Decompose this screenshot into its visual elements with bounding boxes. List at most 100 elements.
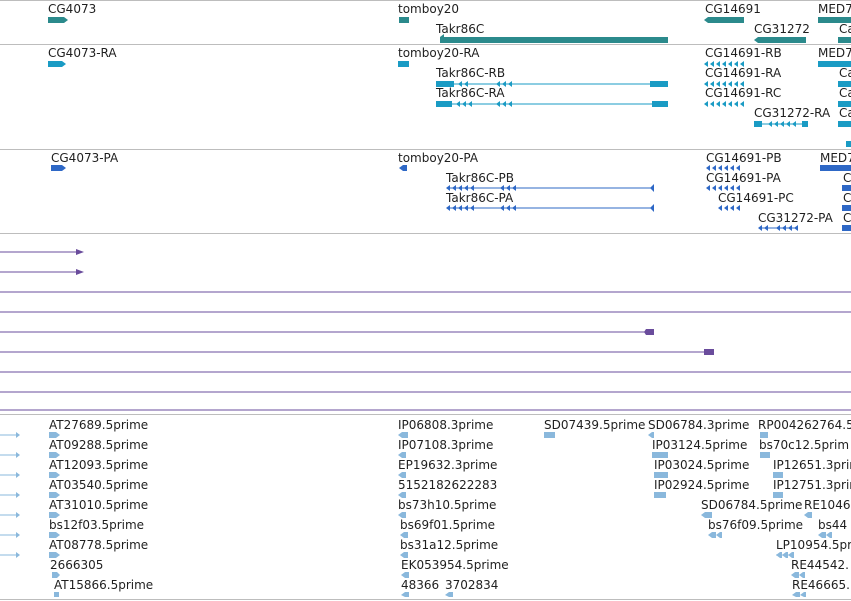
gene-glyph — [64, 17, 68, 23]
est-label[interactable]: IP12651.3prim — [773, 458, 851, 472]
est-label[interactable]: 3702834 — [445, 578, 499, 592]
transcript-label[interactable]: CG31272-RA — [754, 106, 831, 120]
est-label[interactable]: RE44542. — [791, 558, 849, 572]
protein-label[interactable]: tomboy20-PA — [398, 151, 479, 165]
protein-glyph — [446, 165, 851, 231]
protein-label[interactable]: Takr86C-PA — [446, 191, 514, 205]
transcript-glyph — [650, 81, 668, 87]
est-label[interactable]: 48366 — [401, 578, 440, 592]
est-label[interactable]: 5152182622283 — [398, 478, 498, 492]
track-separator-top — [0, 0, 851, 1]
transcript-label[interactable]: Ca — [839, 106, 851, 120]
gene-label[interactable]: CG4073 — [48, 2, 97, 16]
transcript-label[interactable]: CG4073-RA — [48, 46, 117, 60]
gene-label[interactable]: Takr86C — [436, 22, 485, 36]
est-label[interactable]: 2666305 — [50, 558, 104, 572]
protein-glyphs — [51, 165, 851, 231]
est-glyphs — [0, 432, 832, 597]
est-label[interactable]: SD07439.5prime — [544, 418, 646, 432]
protein-label[interactable]: CG14691-PC — [718, 191, 794, 205]
est-label[interactable]: EP19632.3prime — [398, 458, 498, 472]
est-label[interactable]: RE1046 — [804, 498, 851, 512]
gene-label[interactable]: CG31272 — [754, 22, 810, 36]
assembly-glyphs — [0, 249, 851, 411]
gene-label[interactable]: CG14691 — [705, 2, 761, 16]
est-label[interactable]: IP02924.5prime — [654, 478, 750, 492]
track-separator-genes — [0, 44, 851, 45]
est-label[interactable]: AT03540.5prime — [49, 478, 149, 492]
est-label[interactable]: IP07108.3prime — [398, 438, 494, 452]
gene-glyph — [838, 37, 851, 43]
transcript-glyph — [436, 81, 454, 87]
est-label[interactable]: IP03124.5prime — [652, 438, 748, 452]
track-separator-transcripts — [0, 149, 851, 150]
transcript-glyph — [436, 101, 452, 107]
transcript-label[interactable]: CG14691-RB — [705, 46, 782, 60]
transcript-label[interactable]: Takr86C-RA — [436, 86, 505, 100]
track-separator-assembly — [0, 414, 851, 415]
protein-label[interactable]: C — [843, 171, 851, 185]
protein-label[interactable]: CG14691-PB — [706, 151, 782, 165]
transcript-label[interactable]: Ca — [839, 86, 851, 100]
transcript-glyph — [398, 61, 409, 67]
transcript-glyph — [704, 61, 851, 147]
est-label[interactable]: AT15866.5prime — [54, 578, 154, 592]
est-label[interactable]: bs12f03.5prime — [49, 518, 145, 532]
transcript-label[interactable]: Ca — [839, 66, 851, 80]
track-separator-bottom — [0, 599, 851, 600]
est-label[interactable]: RP004262764.5 — [758, 418, 851, 432]
gene-glyph — [818, 17, 851, 23]
protein-track: CG4073-PA tomboy20-PA Takr86C-PB Takr86C… — [0, 150, 851, 233]
est-label[interactable]: IP12751.3prim — [773, 478, 851, 492]
est-label[interactable]: AT27689.5prime — [49, 418, 149, 432]
gene-glyph — [758, 37, 806, 43]
gene-glyph — [440, 37, 668, 43]
est-label[interactable]: bs70c12.5prim — [759, 438, 850, 452]
transcript-track: CG4073-RA tomboy20-RA Takr86C-RB Takr86C… — [0, 45, 851, 149]
protein-glyph — [51, 165, 62, 171]
est-track: AT27689.5prime IP06808.3prime SD07439.5p… — [0, 415, 851, 599]
transcript-label[interactable]: MED7 — [818, 46, 851, 60]
gene-track: CG4073 tomboy20 Takr86C CG14691 CG31272 … — [0, 0, 851, 44]
gene-label[interactable]: MED7 — [818, 2, 851, 16]
transcript-glyphs — [48, 61, 851, 147]
gene-label[interactable]: Ca — [839, 22, 851, 36]
track-separator-proteins — [0, 233, 851, 234]
transcript-glyph — [48, 61, 62, 67]
gene-label[interactable]: tomboy20 — [398, 2, 460, 16]
est-label[interactable]: bs76f09.5prime — [708, 518, 804, 532]
gene-glyph — [399, 17, 409, 23]
est-label[interactable]: AT31010.5prime — [49, 498, 149, 512]
assembly-track — [0, 234, 851, 414]
protein-label[interactable]: Takr86C-PB — [446, 171, 515, 185]
transcript-label[interactable]: Takr86C-RB — [436, 66, 506, 80]
protein-label[interactable]: MED7 — [820, 151, 851, 165]
est-label[interactable]: SD06784.5prime — [701, 498, 803, 512]
est-label[interactable]: LP10954.5prim — [776, 538, 851, 552]
protein-glyph — [399, 165, 407, 171]
est-label[interactable]: bs69f01.5prime — [400, 518, 496, 532]
transcript-label[interactable]: CG14691-RA — [705, 66, 782, 80]
est-label[interactable]: EK053954.5prime — [401, 558, 509, 572]
protein-label[interactable]: C — [843, 191, 851, 205]
est-label[interactable]: bs44 — [818, 518, 848, 532]
est-label[interactable]: IP03024.5prime — [654, 458, 750, 472]
transcript-label[interactable]: CG14691-RC — [705, 86, 782, 100]
protein-label[interactable]: CG31272-PA — [758, 211, 833, 225]
est-label[interactable]: AT12093.5prime — [49, 458, 149, 472]
est-label[interactable]: AT09288.5prime — [49, 438, 149, 452]
est-label[interactable]: SD06784.3prime — [648, 418, 750, 432]
est-label[interactable]: IP06808.3prime — [398, 418, 494, 432]
protein-label[interactable]: CG4073-PA — [51, 151, 119, 165]
est-label[interactable]: RE46665. — [792, 578, 850, 592]
transcript-label[interactable]: tomboy20-RA — [398, 46, 480, 60]
gene-glyph — [704, 17, 708, 23]
est-label[interactable]: bs31a12.5prime — [400, 538, 499, 552]
transcript-glyph — [652, 101, 668, 107]
est-label[interactable]: AT08778.5prime — [49, 538, 149, 552]
gene-glyphs — [48, 17, 851, 43]
est-label[interactable]: bs73h10.5prime — [398, 498, 497, 512]
gene-glyph — [48, 17, 64, 23]
protein-label[interactable]: CG14691-PA — [706, 171, 781, 185]
protein-label[interactable]: C — [843, 211, 851, 225]
